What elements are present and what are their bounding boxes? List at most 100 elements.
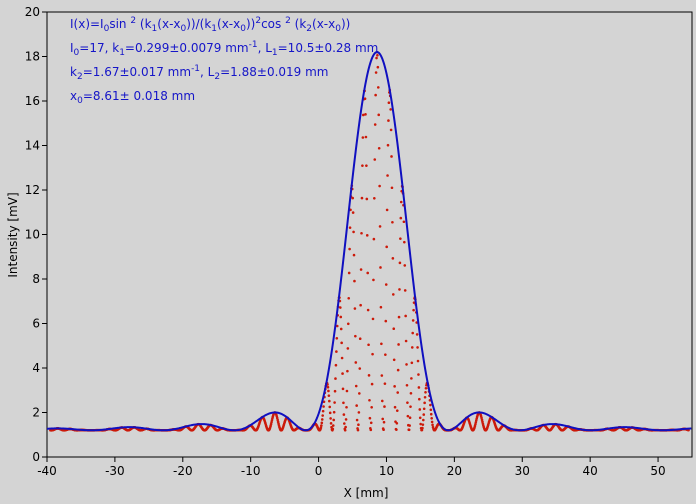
data-point bbox=[379, 266, 382, 269]
data-point bbox=[270, 421, 273, 424]
plot-area bbox=[46, 11, 693, 458]
data-point bbox=[404, 339, 408, 343]
data-point bbox=[402, 220, 406, 224]
data-point bbox=[329, 417, 332, 420]
data-point bbox=[421, 426, 424, 430]
data-point bbox=[418, 416, 422, 420]
data-point bbox=[421, 423, 425, 426]
data-point bbox=[359, 303, 362, 307]
x-tick-label: 20 bbox=[447, 464, 462, 478]
data-point bbox=[382, 420, 386, 424]
data-point bbox=[380, 399, 384, 403]
data-point bbox=[371, 317, 375, 321]
data-point bbox=[345, 389, 349, 393]
data-point bbox=[327, 389, 330, 393]
data-point bbox=[328, 411, 332, 415]
data-point bbox=[393, 405, 397, 409]
fit-formula-annotation: I(x)=I0sin 2 (k1(x-x0))/(k1(x-x0))2cos 2… bbox=[70, 16, 378, 106]
data-point bbox=[386, 143, 390, 147]
data-point bbox=[341, 372, 344, 375]
data-point bbox=[340, 341, 343, 345]
y-tick-label: 0 bbox=[32, 450, 40, 464]
data-point bbox=[332, 410, 336, 414]
data-point bbox=[389, 108, 392, 111]
data-point bbox=[395, 428, 398, 431]
data-point bbox=[371, 352, 374, 356]
data-point bbox=[387, 101, 391, 104]
data-point bbox=[393, 385, 396, 388]
data-point bbox=[365, 234, 369, 237]
data-point bbox=[417, 386, 421, 389]
data-point bbox=[355, 418, 359, 422]
x-tick-label: 30 bbox=[515, 464, 530, 478]
data-point bbox=[320, 421, 324, 425]
data-point bbox=[360, 196, 364, 200]
y-tick-label: 12 bbox=[25, 183, 40, 197]
data-point bbox=[385, 208, 389, 212]
data-point bbox=[372, 237, 376, 241]
data-point bbox=[373, 158, 377, 161]
data-point bbox=[366, 308, 370, 312]
y-tick-label: 6 bbox=[32, 317, 40, 331]
data-point bbox=[352, 230, 355, 234]
y-tick-label: 8 bbox=[32, 272, 40, 286]
data-point bbox=[389, 128, 393, 132]
data-point bbox=[330, 425, 333, 429]
data-point bbox=[387, 119, 390, 122]
y-tick-label: 16 bbox=[25, 94, 40, 108]
data-point bbox=[399, 200, 403, 204]
data-point bbox=[412, 308, 415, 312]
data-point bbox=[378, 225, 382, 228]
data-point bbox=[354, 334, 357, 338]
data-point bbox=[416, 359, 420, 363]
data-point bbox=[480, 418, 484, 422]
data-point bbox=[344, 425, 347, 429]
data-point bbox=[417, 373, 420, 376]
data-point bbox=[390, 186, 394, 190]
data-point bbox=[360, 231, 363, 235]
data-point bbox=[405, 363, 408, 366]
data-point bbox=[383, 382, 387, 385]
data-point bbox=[346, 369, 349, 373]
formula-line-2: I0=17, k1=0.299±0.0079 mm-1, L1=10.5±0.2… bbox=[70, 40, 378, 58]
data-point bbox=[411, 319, 415, 322]
y-tick-label: 4 bbox=[32, 361, 40, 375]
data-point bbox=[396, 391, 400, 394]
x-tick-label: 50 bbox=[650, 464, 665, 478]
data-point bbox=[415, 333, 419, 336]
data-point bbox=[353, 307, 357, 310]
data-point bbox=[373, 196, 376, 200]
data-point bbox=[403, 289, 407, 292]
data-point bbox=[321, 409, 325, 413]
data-point bbox=[372, 278, 375, 282]
data-point bbox=[358, 367, 362, 370]
data-point bbox=[411, 331, 415, 335]
data-point bbox=[375, 56, 378, 60]
y-tick-label: 14 bbox=[25, 139, 40, 153]
data-point bbox=[380, 374, 384, 377]
data-point bbox=[392, 358, 396, 362]
data-point bbox=[347, 296, 351, 300]
data-point bbox=[396, 368, 400, 372]
data-point bbox=[423, 401, 426, 405]
x-tick-label: -20 bbox=[173, 464, 193, 478]
data-point bbox=[418, 408, 422, 411]
data-point bbox=[343, 428, 347, 432]
data-point bbox=[403, 240, 406, 244]
data-point bbox=[405, 383, 409, 387]
data-point bbox=[327, 394, 331, 397]
data-point bbox=[334, 377, 337, 380]
data-point bbox=[376, 86, 380, 89]
data-point bbox=[422, 418, 425, 422]
data-point bbox=[329, 422, 333, 425]
data-point bbox=[368, 416, 372, 420]
data-point bbox=[333, 401, 336, 404]
data-point bbox=[322, 405, 325, 408]
data-point bbox=[351, 196, 355, 200]
data-point bbox=[383, 405, 386, 408]
data-point bbox=[353, 279, 356, 283]
data-point bbox=[370, 406, 373, 409]
data-point bbox=[410, 377, 413, 380]
data-point bbox=[422, 413, 426, 416]
data-point bbox=[357, 423, 360, 427]
